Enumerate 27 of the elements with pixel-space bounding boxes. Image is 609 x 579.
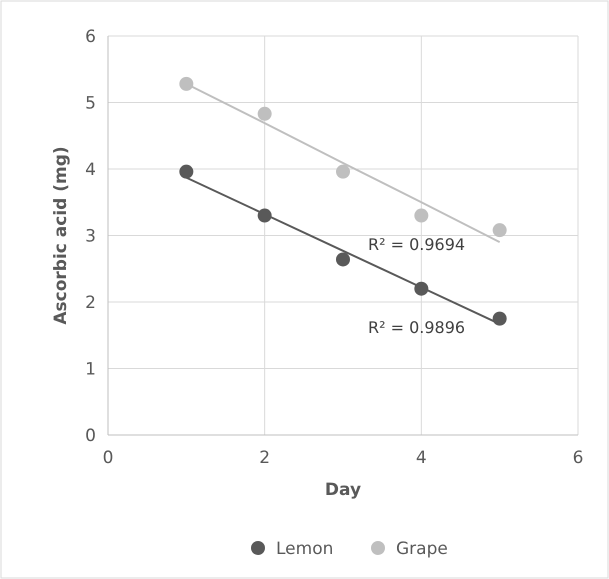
y-tick-label: 0	[85, 426, 96, 446]
y-tick-label: 2	[85, 292, 96, 313]
point	[179, 76, 194, 91]
x-tick-label: 6	[572, 448, 584, 468]
x-axis-title: Day	[324, 480, 362, 500]
y-axis-title: Ascorbic acid (mg)	[51, 146, 71, 325]
y-tick-label: 5	[85, 93, 96, 114]
point	[179, 164, 194, 179]
x-tick-label: 0	[102, 448, 114, 468]
point	[336, 252, 350, 266]
legend-label: Grape	[396, 538, 448, 559]
point	[492, 223, 507, 238]
point	[414, 208, 428, 223]
y-tick-label: 1	[85, 359, 96, 380]
y-tick-label: 6	[85, 26, 96, 47]
annotation: R² = 0.9694	[368, 235, 466, 254]
point	[492, 312, 507, 326]
point	[258, 208, 272, 223]
y-tick-label: 3	[85, 226, 96, 246]
x-tick-label: 2	[259, 448, 270, 468]
x-tick-label: 4	[416, 448, 427, 468]
annotation: R² = 0.9896	[368, 318, 466, 337]
point	[336, 164, 350, 179]
point	[258, 106, 272, 121]
point	[414, 282, 428, 296]
legend-label: Lemon	[276, 538, 334, 559]
y-tick-label: 4	[85, 160, 96, 180]
